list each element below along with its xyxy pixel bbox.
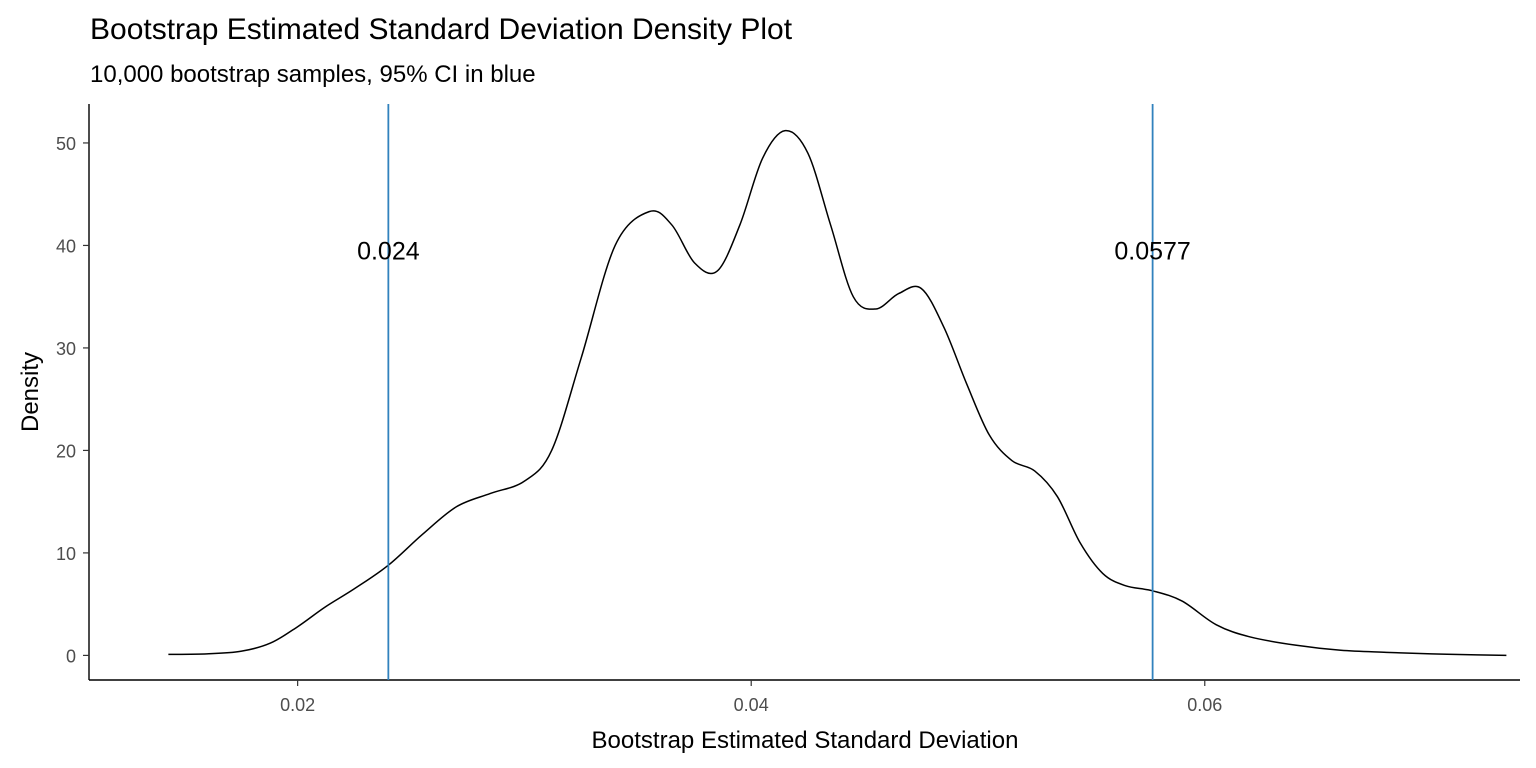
y-tick-label: 30 [56,339,76,359]
x-axis-title: Bootstrap Estimated Standard Deviation [592,727,1019,754]
ci-layer: 0.024 0.0577 [357,104,1191,680]
chart-title: Bootstrap Estimated Standard Deviation D… [90,13,793,46]
ci-bound-label: 0.024 [357,238,420,266]
x-tick-label: 0.04 [734,695,769,715]
density-curve [168,129,1507,657]
x-tick-label: 0.06 [1187,695,1222,715]
x-tick-label: 0.02 [280,695,315,715]
y-tick-label: 20 [56,441,76,461]
series-layer [168,129,1507,657]
ticks: 0.02 0.04 0.06 0 10 20 30 40 50 [56,134,1222,715]
ci-bound-label: 0.0577 [1114,238,1190,266]
y-axis-title: Density [17,352,44,432]
y-tick-label: 40 [56,236,76,256]
axes [88,104,1520,681]
chart-subtitle: 10,000 bootstrap samples, 95% CI in blue [90,61,536,88]
y-tick-label: 0 [66,646,76,666]
y-tick-label: 50 [56,134,76,154]
y-tick-label: 10 [56,544,76,564]
